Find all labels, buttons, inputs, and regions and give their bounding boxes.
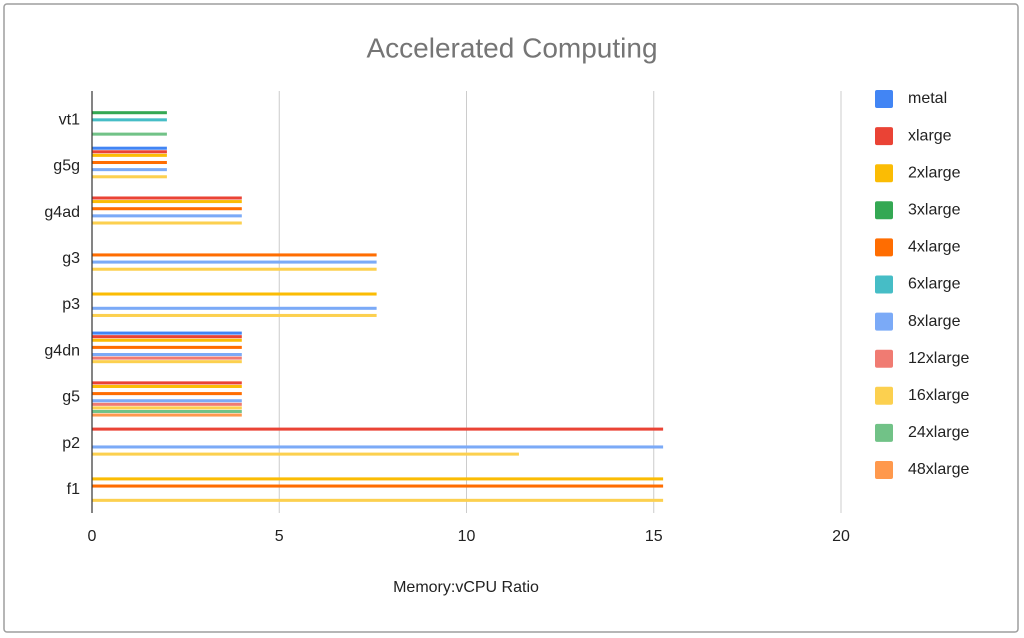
bar xyxy=(92,153,167,157)
legend-swatch xyxy=(875,461,893,479)
bar xyxy=(92,260,377,264)
legend-swatch xyxy=(875,312,893,331)
bar xyxy=(92,409,242,413)
bar xyxy=(92,160,167,165)
x-tick-label: 5 xyxy=(275,528,284,545)
bar xyxy=(92,392,242,396)
bar xyxy=(92,313,377,317)
legend-label: 4xlarge xyxy=(908,239,961,256)
legend-label: 8xlarge xyxy=(908,313,961,330)
bar xyxy=(92,484,664,488)
legend-swatch xyxy=(875,164,893,183)
y-tick-label: vt1 xyxy=(59,111,80,128)
legend-label: 12xlarge xyxy=(908,350,969,367)
legend-label: 3xlarge xyxy=(908,202,961,219)
bar xyxy=(92,399,242,403)
legend-label: 48xlarge xyxy=(908,461,969,478)
bar xyxy=(92,406,242,410)
bar xyxy=(92,207,242,211)
bar xyxy=(92,175,167,179)
bar xyxy=(92,445,664,449)
x-axis-label: Memory:vCPU Ratio xyxy=(393,579,539,596)
bar xyxy=(92,413,242,417)
legend-label: xlarge xyxy=(908,127,952,144)
y-tick-label: g4ad xyxy=(44,204,80,221)
bar xyxy=(92,132,167,136)
x-tick-label: 20 xyxy=(832,528,850,545)
bar xyxy=(92,360,242,364)
bar xyxy=(92,338,242,342)
y-tick-label: f1 xyxy=(67,481,80,498)
x-tick-label: 10 xyxy=(458,528,476,545)
x-tick-label: 0 xyxy=(88,528,97,545)
bar xyxy=(92,381,242,385)
bar xyxy=(92,452,519,456)
bar xyxy=(92,353,242,357)
legend-swatch xyxy=(875,349,893,368)
y-tick-label: p3 xyxy=(62,296,80,313)
legend-label: metal xyxy=(908,90,947,107)
chart-frame xyxy=(3,3,1019,633)
legend-label: 16xlarge xyxy=(908,387,969,404)
bar xyxy=(92,111,167,115)
legend-label: 6xlarge xyxy=(908,276,961,293)
y-tick-label: g4dn xyxy=(44,342,80,359)
bar xyxy=(92,427,664,431)
legend-swatch xyxy=(875,127,893,146)
bar xyxy=(92,384,242,388)
y-tick-label: g5 xyxy=(62,389,80,406)
bar xyxy=(92,402,242,406)
bar xyxy=(92,221,242,225)
bar xyxy=(92,292,377,296)
legend-swatch xyxy=(875,423,893,442)
legend-swatch xyxy=(875,386,893,405)
y-tick-label: g3 xyxy=(62,250,80,267)
legend-swatch xyxy=(875,275,893,294)
bar xyxy=(92,118,167,122)
chart-title: Accelerated Computing xyxy=(366,32,657,63)
bar xyxy=(92,267,377,271)
bar xyxy=(92,331,242,335)
bar xyxy=(92,150,167,154)
bar xyxy=(92,253,377,257)
legend-label: 2xlarge xyxy=(908,164,961,181)
legend-swatch xyxy=(875,238,893,257)
bar xyxy=(92,168,167,172)
bar xyxy=(92,196,242,200)
bar xyxy=(92,200,242,204)
legend-label: 24xlarge xyxy=(908,424,969,441)
bar xyxy=(92,477,664,481)
bar xyxy=(92,146,167,150)
bar xyxy=(92,335,242,339)
y-tick-label: p2 xyxy=(62,435,80,452)
y-tick-label: g5g xyxy=(53,158,80,175)
legend-swatch xyxy=(875,201,893,220)
bar xyxy=(92,345,242,349)
bar xyxy=(92,498,664,502)
bar xyxy=(92,214,242,218)
bar xyxy=(92,356,242,360)
legend-swatch xyxy=(875,90,893,108)
bar xyxy=(92,306,377,310)
x-tick-label: 15 xyxy=(645,528,663,545)
